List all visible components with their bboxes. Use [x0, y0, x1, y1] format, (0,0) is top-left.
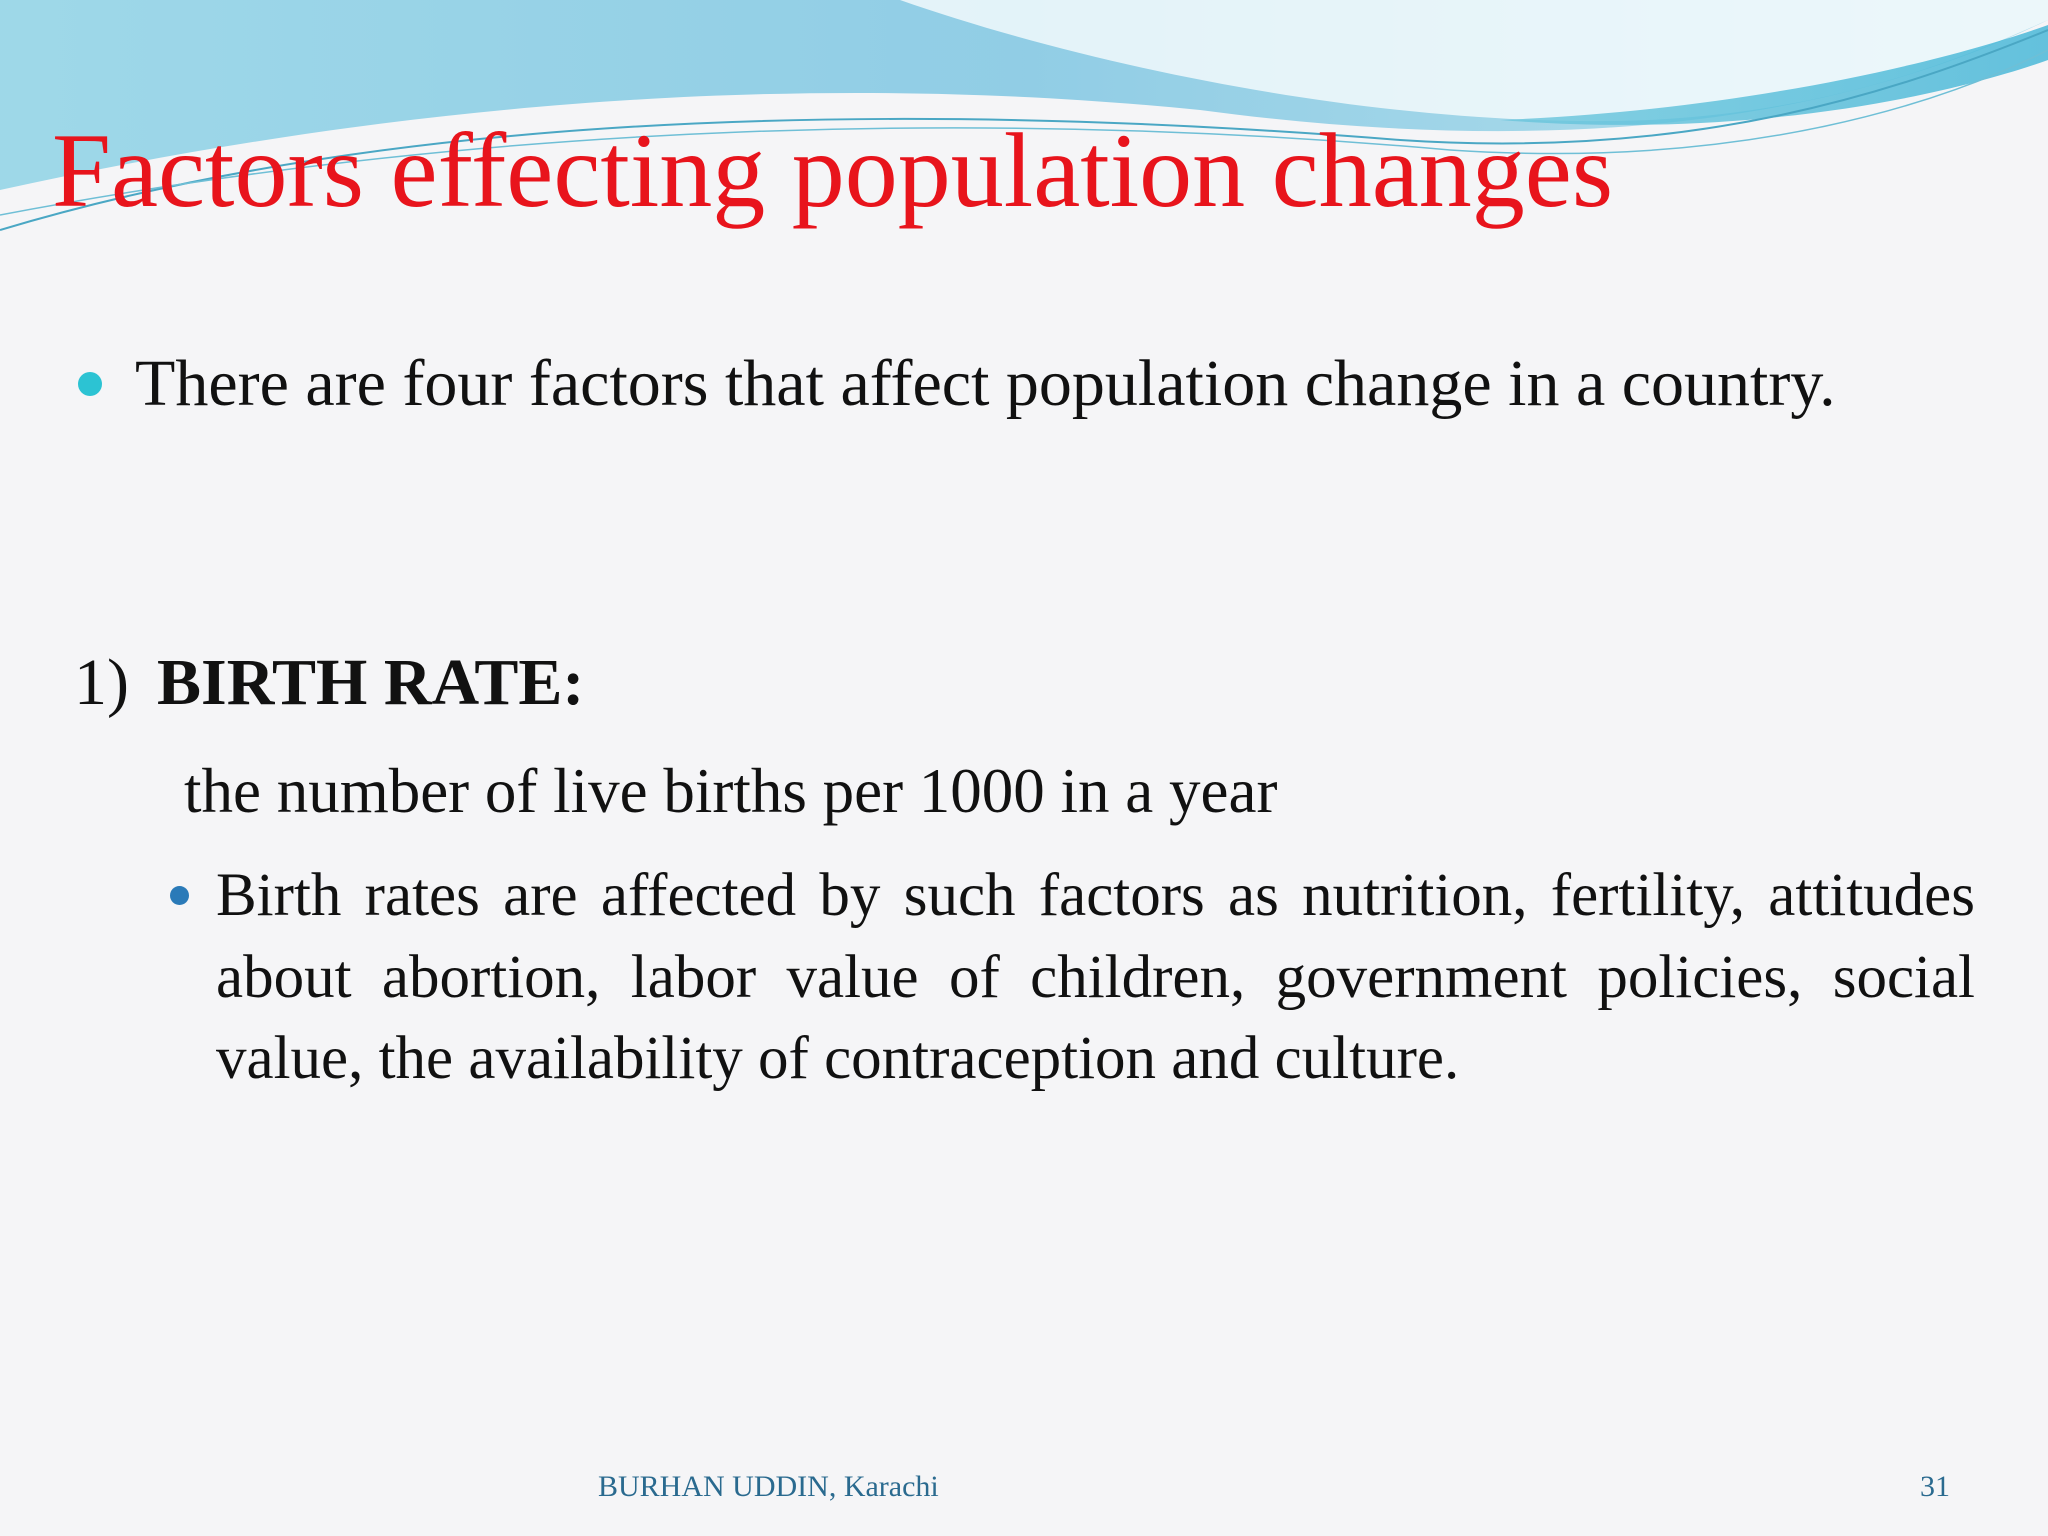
slide-title: Factors effecting population changes — [52, 112, 1614, 229]
header-wave — [0, 0, 2048, 231]
bullet-dot — [78, 372, 102, 396]
section-number: 1) — [74, 646, 129, 719]
bullet-dot — [170, 886, 189, 905]
section-heading: 1) BIRTH RATE: — [74, 645, 584, 721]
definition: the number of live births per 1000 in a … — [184, 756, 1278, 826]
sub-bullet: Birth rates are affected by such factors… — [216, 862, 1975, 1092]
intro-bullet: There are four factors that affect popul… — [135, 347, 1836, 420]
footer-author: BURHAN UDDIN, Karachi — [598, 1470, 939, 1503]
section-title: BIRTH RATE: — [156, 646, 585, 719]
page-number: 31 — [1920, 1470, 1950, 1503]
